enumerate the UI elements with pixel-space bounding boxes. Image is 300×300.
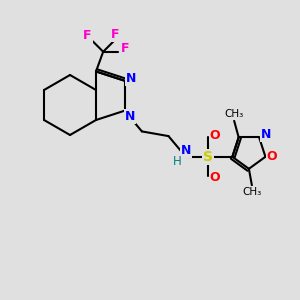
Text: N: N [126, 72, 136, 85]
Text: O: O [210, 129, 220, 142]
Text: F: F [83, 29, 92, 42]
Text: O: O [210, 171, 220, 184]
Text: N: N [125, 110, 135, 123]
Text: S: S [203, 150, 213, 164]
Text: CH₃: CH₃ [242, 187, 262, 197]
Text: O: O [267, 150, 277, 163]
Text: F: F [121, 42, 129, 55]
Text: N: N [260, 128, 271, 141]
Text: F: F [111, 28, 119, 41]
Text: CH₃: CH₃ [224, 109, 244, 119]
Text: N: N [181, 144, 191, 157]
Text: H: H [173, 155, 182, 168]
